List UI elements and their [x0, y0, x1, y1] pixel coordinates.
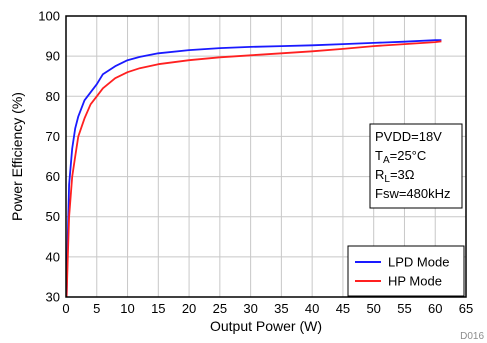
y-tick-label: 90 [46, 49, 60, 64]
y-tick-label: 40 [46, 249, 60, 264]
x-tick-label: 60 [428, 301, 442, 316]
legend-label: LPD Mode [388, 255, 449, 270]
x-tick-label: 65 [459, 301, 473, 316]
annotation-line: PVDD=18V [375, 129, 442, 144]
annotation-subscript: L [384, 174, 390, 185]
annotation-line: TA=25°C [375, 148, 426, 166]
y-tick-label: 80 [46, 89, 60, 104]
x-tick-label: 0 [62, 301, 69, 316]
series-lines [65, 39, 442, 298]
legend-label: HP Mode [388, 274, 442, 289]
annotation-line: Fsw=480kHz [375, 186, 451, 201]
legend-box [347, 245, 465, 297]
annotation-main: PVDD=18V [375, 129, 442, 144]
x-tick-label: 55 [397, 301, 411, 316]
y-tick-label: 70 [46, 129, 60, 144]
annotation-subscript: A [383, 155, 390, 166]
annotation-main: R [375, 167, 384, 182]
x-tick-label: 15 [151, 301, 165, 316]
x-tick-label: 35 [274, 301, 288, 316]
y-axis-label: Power Efficiency (%) [9, 92, 25, 221]
x-tick-label: 50 [366, 301, 380, 316]
x-tick-label: 25 [213, 301, 227, 316]
x-tick-labels: 0 5 10 15 20 25 30 35 40 45 50 55 60 65 [62, 301, 473, 316]
x-tick-label: 45 [336, 301, 350, 316]
y-tick-label: 50 [46, 209, 60, 224]
annotation-main: Fsw=480kHz [375, 186, 451, 201]
x-tick-label: 10 [120, 301, 134, 316]
series-line-hp-mode [65, 40, 442, 298]
annotation-rest: =3Ω [390, 167, 415, 182]
annotation-line: RL=3Ω [375, 167, 415, 185]
annotation-rest: =25°C [390, 148, 427, 163]
x-axis-label: Output Power (W) [210, 318, 322, 334]
legend: LPD Mode HP Mode [347, 245, 465, 297]
y-tick-labels: 30 40 50 60 70 80 90 100 [38, 9, 60, 305]
legend-entries: LPD Mode HP Mode [355, 255, 449, 289]
figure-id: D016 [460, 331, 484, 342]
annotation-main: T [375, 148, 383, 163]
x-tick-label: 5 [93, 301, 100, 316]
x-tick-label: 20 [182, 301, 196, 316]
x-tick-label: 40 [305, 301, 319, 316]
x-tick-label: 30 [243, 301, 257, 316]
y-tick-label: 60 [46, 169, 60, 184]
series-line-lpd-mode [65, 39, 442, 298]
plot-frame [65, 15, 467, 298]
y-tick-label: 100 [38, 9, 60, 24]
y-tick-label: 30 [46, 290, 60, 305]
annotation-box [369, 123, 463, 209]
